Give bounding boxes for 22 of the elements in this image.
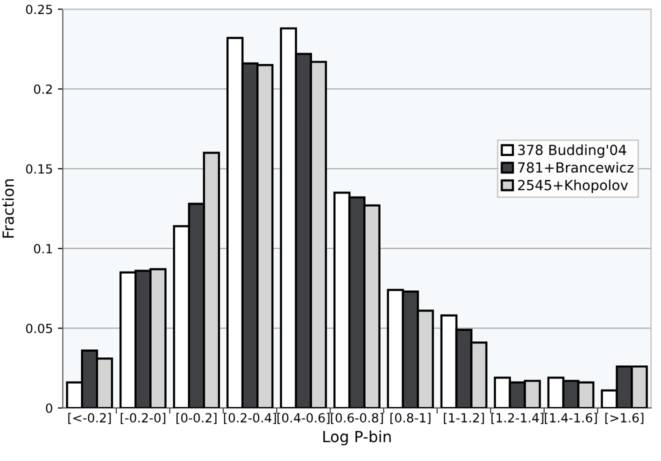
x-tick-label: [0.6-0.8]: [331, 412, 383, 424]
legend-label: 2545+Khopolov: [518, 180, 628, 194]
x-axis-title: Log P-bin: [323, 430, 391, 446]
y-tick-label: 0: [46, 403, 52, 413]
x-tick-label: [>1.6]: [605, 412, 644, 424]
y-axis-title: Fraction: [2, 179, 14, 238]
x-tick-label: [1-1.2]: [444, 412, 484, 424]
y-tick-label: 0.25: [26, 4, 52, 14]
y-tick-label: 0.15: [26, 164, 52, 174]
y-tick-label: 0.05: [26, 324, 52, 334]
legend-label: 781+Brancewicz: [518, 162, 634, 173]
x-tick-label: [<-0.2]: [68, 412, 111, 424]
x-tick-label: [-0.2-0]: [120, 412, 166, 424]
y-tick-label: 0.1: [34, 244, 52, 254]
x-tick-label: [0.8-1]: [390, 412, 430, 424]
x-tick-label: [1.4-1.6]: [544, 412, 597, 424]
legend-label: 378 Budding'04: [518, 144, 626, 158]
y-tick-label: 0.2: [34, 84, 52, 94]
x-tick-label: [0-0.2]: [176, 412, 216, 424]
x-tick-label: [0.2-0.4]: [224, 412, 276, 424]
x-tick-label: [0.4-0.6]: [278, 412, 330, 424]
x-tick-label: [1.2-1.4]: [491, 412, 544, 424]
